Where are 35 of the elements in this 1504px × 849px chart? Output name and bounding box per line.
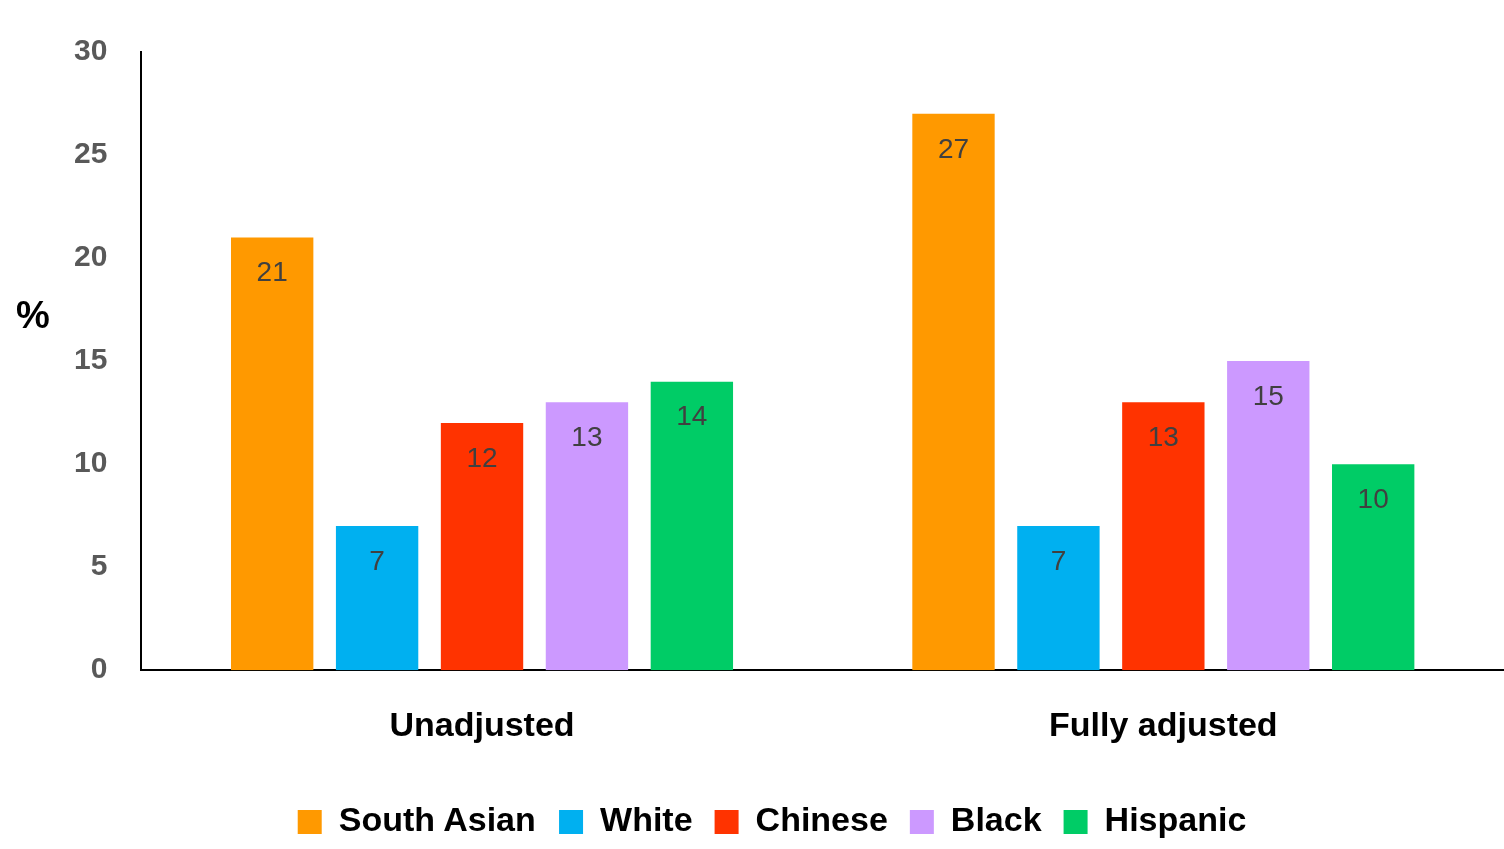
- data-label: 13: [571, 421, 603, 453]
- y-axis-title: %: [16, 294, 50, 337]
- bar: [1227, 361, 1310, 671]
- bar: [440, 422, 524, 671]
- data-label: 15: [1252, 379, 1284, 411]
- bar: [912, 113, 995, 671]
- data-label: 7: [1050, 544, 1067, 576]
- data-label: 14: [676, 400, 708, 432]
- y-tick-label: 30: [73, 33, 108, 67]
- data-label: 27: [937, 132, 970, 164]
- bar: [1122, 402, 1205, 671]
- bar: [231, 237, 314, 671]
- legend-label: Chinese: [755, 800, 888, 839]
- data-label: 21: [256, 256, 288, 288]
- y-tick-label: 10: [73, 445, 108, 479]
- legend-label: Hispanic: [1104, 800, 1247, 839]
- bar: [1017, 525, 1100, 671]
- y-tick-label: 5: [90, 548, 108, 582]
- bar: [1332, 464, 1415, 671]
- y-tick-label: 20: [73, 239, 108, 273]
- bar: [545, 402, 629, 671]
- y-tick-label: 0: [90, 651, 108, 685]
- bar: [650, 381, 734, 671]
- legend-label: South Asian: [338, 800, 536, 839]
- y-tick-label: 25: [73, 136, 108, 170]
- bar: [335, 525, 419, 671]
- legend-label: White: [600, 800, 693, 839]
- x-tick-label: Unadjusted: [389, 704, 575, 743]
- x-tick-label: Fully adjusted: [1049, 704, 1278, 743]
- data-label: 12: [466, 441, 498, 473]
- data-label: 10: [1357, 482, 1389, 514]
- legend-label: Black: [950, 800, 1042, 839]
- data-label: 7: [369, 544, 385, 576]
- y-tick-label: 15: [73, 342, 108, 376]
- data-label: 13: [1147, 421, 1179, 453]
